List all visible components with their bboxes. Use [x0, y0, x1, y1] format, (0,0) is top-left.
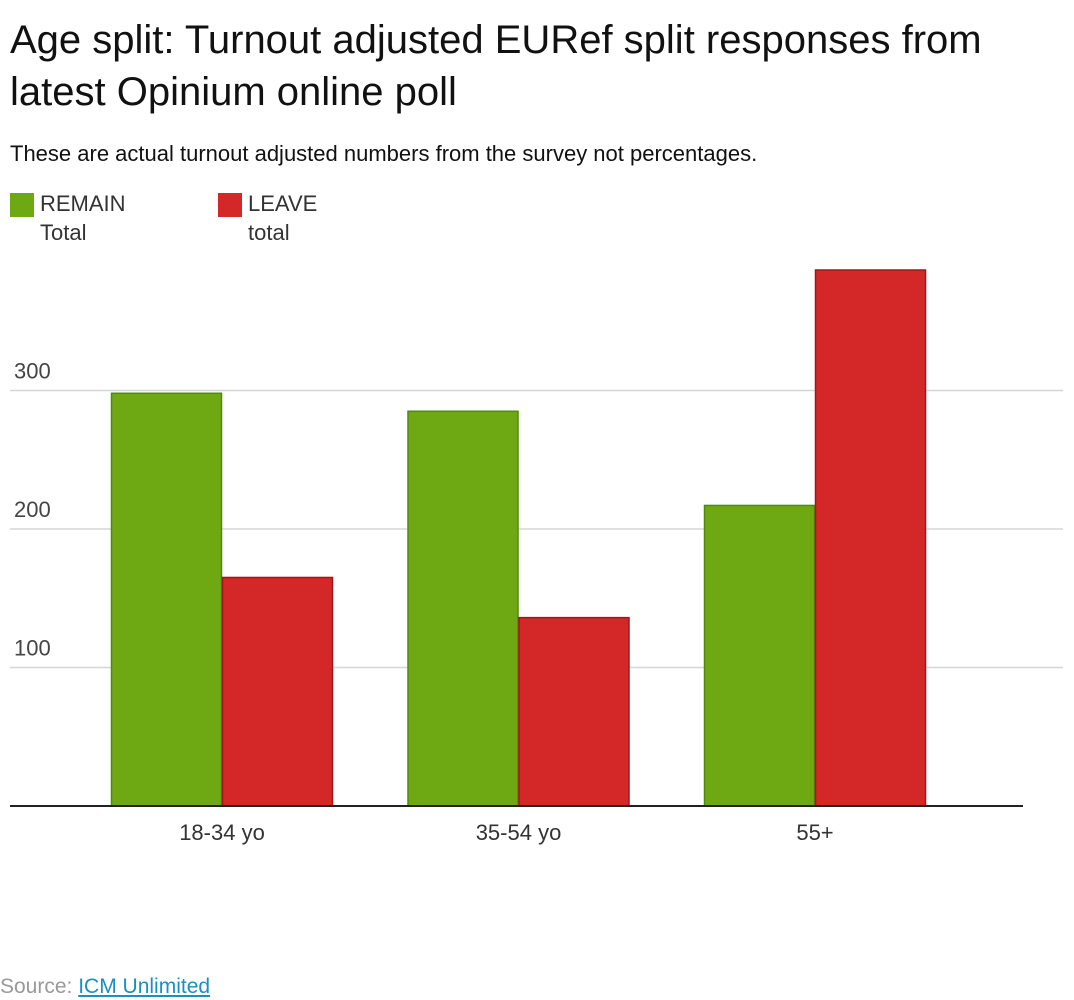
bar-leave-1: [221, 576, 334, 807]
legend-label-leave-line1: LEAVE: [248, 191, 318, 216]
y-tick-label-200: 200: [14, 497, 51, 522]
y-tick-label-300: 300: [14, 359, 51, 384]
bar-chart: 100 200 300 18-34 yo 35-54 yo 55+: [10, 269, 1063, 845]
legend-label-remain: REMAIN Total: [40, 189, 160, 247]
chart-title: Age split: Turnout adjusted EURef split …: [10, 18, 982, 114]
source-note: Source: ICM Unlimited: [0, 974, 210, 1000]
x-tick-label-3: 55+: [796, 820, 833, 845]
legend-label-leave-line2: total: [248, 220, 290, 245]
bar-remain-2: [407, 410, 519, 807]
legend-label-leave: LEAVE total: [248, 189, 368, 247]
legend-swatch-remain: [10, 193, 34, 217]
legend-label-remain-line1: REMAIN: [40, 191, 126, 216]
bar-remain-3: [703, 504, 816, 807]
x-tick-label-1: 18-34 yo: [179, 820, 265, 845]
bar-leave-3: [814, 269, 927, 807]
bar-leave-2: [518, 616, 630, 807]
legend: REMAIN Total LEAVE total: [10, 189, 426, 247]
x-tick-label-2: 35-54 yo: [476, 820, 562, 845]
legend-item-remain: REMAIN Total: [10, 189, 218, 247]
legend-swatch-leave: [218, 193, 242, 217]
bar-remain-1: [110, 392, 223, 807]
source-prefix: Source:: [0, 975, 73, 998]
chart-subtitle: These are actual turnout adjusted number…: [10, 141, 758, 166]
legend-item-leave: LEAVE total: [218, 189, 426, 247]
legend-label-remain-line2: Total: [40, 220, 87, 245]
y-tick-label-100: 100: [14, 636, 51, 661]
source-link[interactable]: ICM Unlimited: [78, 975, 211, 998]
